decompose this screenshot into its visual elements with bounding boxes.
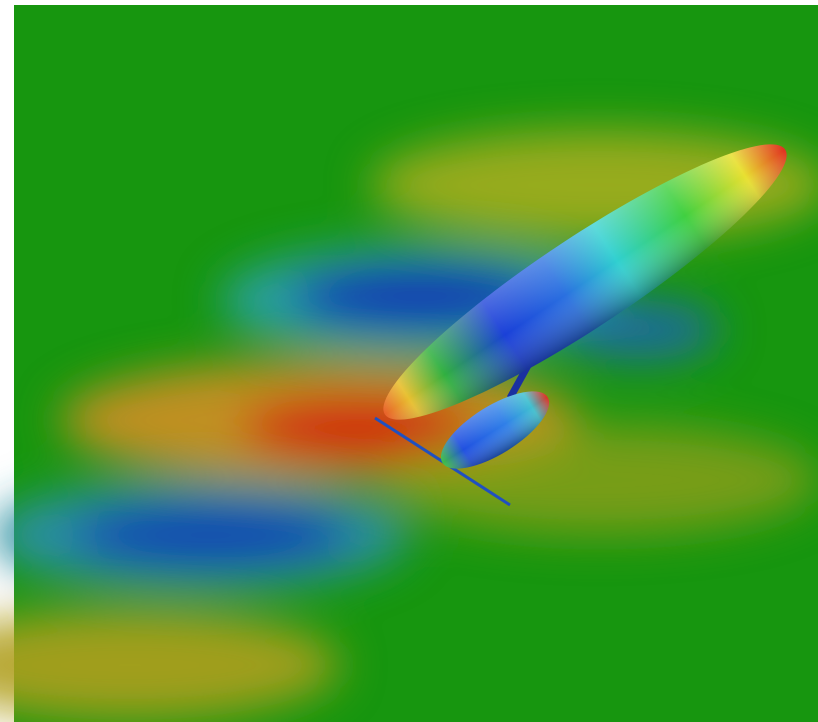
low-pressure-patch — [70, 505, 350, 565]
page — [0, 0, 818, 722]
high-pressure-patch — [380, 425, 818, 535]
flow-visualization — [0, 0, 818, 722]
